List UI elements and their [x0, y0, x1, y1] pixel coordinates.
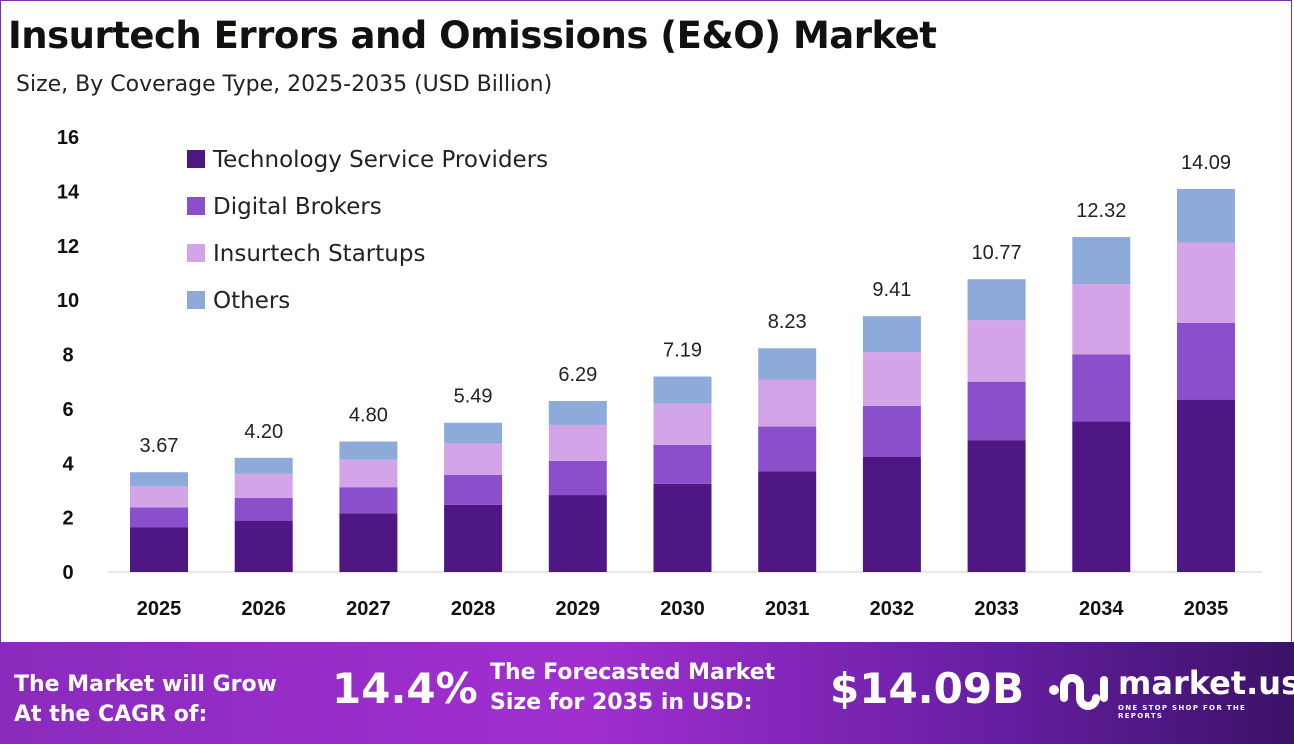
bar-segment — [339, 441, 398, 460]
y-tick-label: 6 — [62, 399, 73, 421]
bar-segment — [548, 495, 607, 572]
forecast-value: $14.09B — [830, 664, 1025, 713]
bar-segment — [234, 520, 293, 572]
y-tick-label: 4 — [62, 453, 74, 475]
bar-segment — [967, 279, 1026, 321]
bar-segment — [1072, 354, 1131, 422]
total-label: 12.32 — [1076, 200, 1126, 222]
x-tick-label: 2031 — [765, 598, 810, 620]
total-label: 5.49 — [454, 386, 493, 408]
bar-segment — [444, 474, 503, 505]
x-tick-label: 2033 — [974, 598, 1019, 620]
bar-segment — [1177, 399, 1235, 572]
x-tick-label: 2029 — [556, 598, 601, 620]
bar-segment — [130, 527, 188, 572]
forecast-label-line2: Size for 2035 in USD: — [490, 690, 753, 715]
cagr-label: The Market will Grow At the CAGR of: — [14, 670, 277, 730]
bar-segment — [444, 443, 503, 475]
legend-label: Digital Brokers — [213, 194, 382, 220]
y-tick-label: 14 — [57, 181, 80, 203]
total-label: 4.20 — [244, 421, 283, 443]
bar-segment — [1072, 284, 1131, 355]
bar-segment — [653, 444, 712, 484]
legend-swatch — [187, 291, 205, 309]
x-tick-label: 2032 — [870, 598, 915, 620]
bar-segment — [339, 487, 398, 514]
footer-banner: The Market will Grow At the CAGR of: 14.4… — [0, 642, 1294, 744]
forecast-label: The Forecasted Market Size for 2035 in US… — [490, 658, 775, 718]
x-tick-label: 2034 — [1079, 598, 1124, 620]
total-label: 10.77 — [972, 242, 1022, 264]
brand-name: market.us — [1118, 664, 1294, 702]
bar-segment — [967, 381, 1026, 441]
y-tick-label: 12 — [57, 236, 79, 258]
bar-segment — [967, 320, 1026, 382]
x-tick-label: 2028 — [451, 598, 496, 620]
legend-swatch — [187, 197, 205, 215]
bar-segment — [444, 504, 503, 572]
market-us-logo-icon — [1049, 674, 1108, 710]
chart-frame — [0, 0, 1292, 642]
cagr-label-line1: The Market will Grow — [14, 672, 277, 697]
bar-segment — [234, 497, 293, 521]
x-tick-label: 2025 — [137, 598, 182, 620]
bar-segment — [653, 403, 712, 445]
y-tick-label: 0 — [62, 562, 73, 584]
bar-segment — [1072, 421, 1131, 572]
forecast-label-line1: The Forecasted Market — [490, 660, 776, 685]
bar-segment — [339, 513, 398, 572]
legend-label: Others — [213, 288, 290, 314]
chart-subtitle: Size, By Coverage Type, 2025-2035 (USD B… — [16, 72, 553, 97]
x-tick-label: 2027 — [346, 598, 391, 620]
bar-segment — [967, 440, 1026, 572]
bar-segment — [1072, 237, 1131, 285]
bar-segment — [339, 459, 398, 488]
bar-segment — [653, 483, 712, 572]
legend-swatch — [187, 150, 205, 168]
total-label: 7.19 — [663, 340, 702, 362]
stacked-bar-chart: 0 2 4 6 8 10 12 14 16 3.67 2025 4.20 2026 4.80 2027 5.4… — [57, 127, 1262, 620]
x-tick-label: 2035 — [1184, 598, 1229, 620]
bar-segment — [758, 471, 817, 572]
total-label: 6.29 — [558, 364, 597, 386]
bar-segment — [548, 460, 607, 496]
y-tick-label: 10 — [57, 290, 79, 312]
legend-swatch — [187, 244, 205, 262]
brand-tagline: ONE STOP SHOP FOR THE REPORTS — [1118, 704, 1247, 720]
bar-segment — [130, 507, 188, 528]
legend-label: Insurtech Startups — [213, 241, 425, 267]
bar-segment — [234, 457, 293, 474]
bar-segment — [1177, 188, 1235, 243]
x-tick-label: 2030 — [660, 598, 705, 620]
y-tick-label: 8 — [62, 345, 73, 367]
bar-segment — [862, 352, 921, 406]
bar-segment — [758, 348, 817, 380]
y-tick-label: 2 — [62, 508, 73, 530]
legend-label: Technology Service Providers — [212, 147, 548, 173]
bar-segment — [548, 424, 607, 461]
bar-segment — [130, 472, 188, 487]
bar-segment — [653, 376, 712, 404]
bar-segment — [130, 486, 188, 508]
bar-segment — [862, 316, 921, 353]
bar-segment — [862, 456, 921, 572]
y-tick-label: 16 — [57, 127, 79, 149]
total-label: 14.09 — [1181, 152, 1231, 174]
bar-segment — [234, 473, 293, 498]
cagr-label-line2: At the CAGR of: — [14, 702, 208, 727]
chart-title: Insurtech Errors and Omissions (E&O) Mar… — [8, 14, 937, 57]
x-tick-label: 2026 — [241, 598, 286, 620]
total-label: 3.67 — [140, 435, 179, 457]
total-label: 8.23 — [768, 311, 807, 333]
total-label: 4.80 — [349, 405, 388, 427]
total-label: 9.41 — [872, 279, 911, 301]
bar-segment — [758, 426, 817, 472]
cagr-value: 14.4% — [332, 664, 478, 713]
bar-segment — [1177, 322, 1235, 400]
bar-segment — [444, 422, 503, 444]
bar-segment — [862, 405, 921, 457]
bar-segment — [1177, 242, 1235, 323]
bar-segment — [758, 379, 817, 427]
bar-segment — [548, 400, 607, 425]
